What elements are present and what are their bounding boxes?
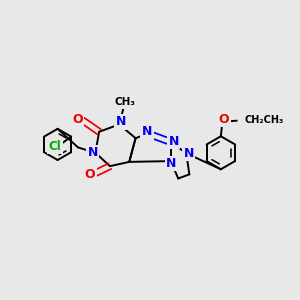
Text: CH₂CH₃: CH₂CH₃ [244,115,284,125]
Text: N: N [169,135,179,148]
Text: N: N [166,157,176,170]
Text: N: N [184,147,194,160]
Text: O: O [218,113,229,126]
Text: O: O [72,113,83,126]
Text: N: N [88,146,98,159]
Text: Cl: Cl [49,140,61,153]
Text: N: N [142,125,152,138]
Text: N: N [116,115,126,128]
Text: CH₃: CH₃ [115,97,136,107]
Text: O: O [85,168,95,181]
